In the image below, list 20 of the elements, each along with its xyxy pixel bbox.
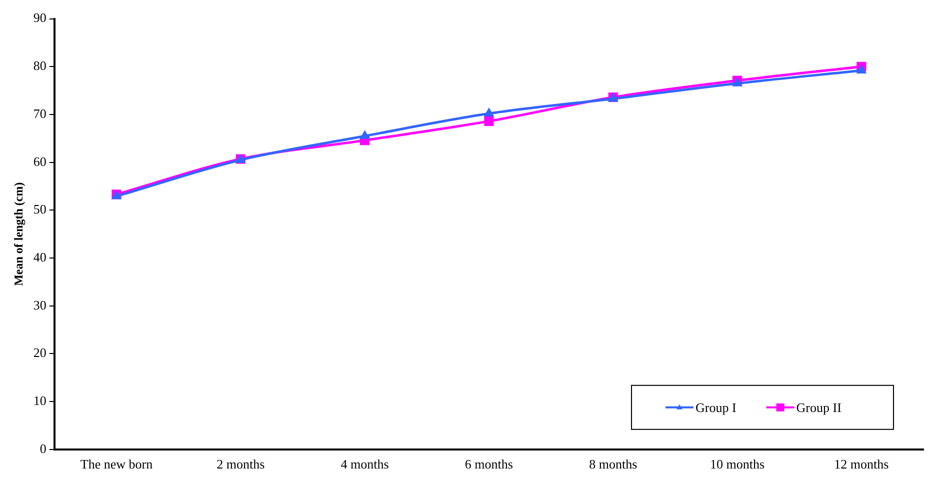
legend-label: Group II bbox=[796, 400, 842, 415]
x-tick-label: 8 months bbox=[589, 456, 638, 472]
y-tick-label: 30 bbox=[33, 297, 46, 312]
y-tick-label: 80 bbox=[33, 58, 46, 74]
x-tick-label: 12 months bbox=[834, 456, 889, 472]
x-tick-label: The new born bbox=[80, 456, 154, 472]
legend-label: Group I bbox=[696, 400, 736, 415]
y-tick-label: 0 bbox=[40, 440, 46, 456]
x-tick-label: 10 months bbox=[710, 456, 765, 472]
y-tick-label: 10 bbox=[33, 392, 46, 408]
y-tick-label: 60 bbox=[33, 154, 46, 169]
y-tick-label: 50 bbox=[33, 202, 46, 217]
y-tick-label: 70 bbox=[33, 106, 46, 121]
x-tick-label: 6 months bbox=[464, 456, 513, 472]
y-axis-title: Mean of length (cm) bbox=[11, 182, 26, 286]
x-tick-label: 2 months bbox=[216, 456, 265, 472]
y-tick-label: 40 bbox=[33, 249, 46, 264]
y-tick-label: 90 bbox=[33, 10, 46, 26]
y-tick-label: 20 bbox=[33, 345, 46, 360]
x-tick-label: 4 months bbox=[340, 456, 389, 472]
